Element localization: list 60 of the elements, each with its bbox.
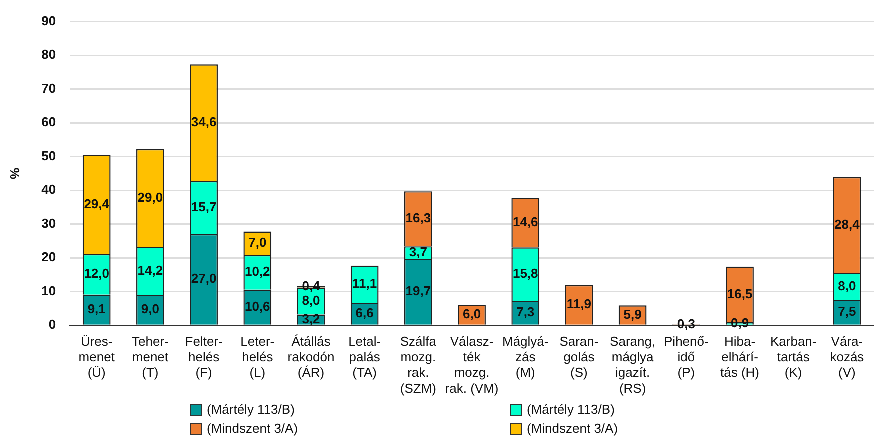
data-label: 11,1: [352, 276, 378, 292]
x-tick-label: Pihenő- idő (P): [664, 334, 709, 380]
data-label: 12,0: [84, 266, 110, 282]
x-tick-label: Karban- tartás (K): [770, 334, 817, 380]
data-label: 10,2: [244, 264, 270, 280]
data-label: 7,3: [516, 304, 535, 320]
data-label: 16,5: [727, 286, 753, 302]
y-tick-label: 90: [42, 13, 56, 28]
x-tick-label: Átállás rakodón (ÁR): [288, 334, 335, 380]
data-label: 7,5: [838, 304, 856, 320]
data-label: 15,7: [191, 200, 217, 215]
data-label: 28,4: [834, 216, 861, 232]
x-tick-label: Leter- helés (L): [240, 334, 275, 380]
x-tick-label: Saran- golás (S): [560, 334, 599, 380]
data-label: 0,9: [730, 315, 750, 330]
x-tick-label: Teher- menet (T): [132, 334, 169, 380]
y-tick-label: 0: [48, 317, 56, 332]
data-label: 15,8: [512, 266, 538, 281]
y-tick-label: 80: [42, 47, 56, 62]
x-tick-label: Máglyá- zás (M): [502, 334, 549, 380]
legend-label: (Mindszent 3/A): [527, 421, 618, 436]
y-tick-label: 70: [42, 80, 56, 96]
x-tick-label: Szálfa mozg. rak. (SZM): [400, 334, 438, 396]
legend-label: (Mártély 113/B): [527, 402, 615, 417]
data-label: 14,6: [512, 214, 538, 230]
data-label: 9,0: [141, 302, 160, 317]
data-label: 34,6: [191, 114, 217, 130]
data-label: 16,3: [406, 210, 432, 226]
data-label: 3,2: [302, 311, 320, 326]
x-tick-label: Letal- palás (TA): [348, 334, 382, 380]
y-tick-label: 30: [42, 216, 56, 231]
data-label: 29,4: [84, 196, 110, 212]
x-tick-label: Vára- kozás (V): [830, 334, 865, 380]
data-label: 9,1: [88, 301, 106, 316]
y-tick-label: 40: [42, 182, 56, 198]
data-label: 11,9: [566, 296, 592, 312]
y-axis-title: %: [7, 167, 22, 180]
data-label: 29,0: [138, 190, 164, 205]
x-tick-label: Sarang, máglya igazít. (RS): [610, 334, 656, 396]
data-label: 6,0: [462, 306, 482, 322]
data-label: 7,0: [248, 235, 267, 250]
data-label: 8,0: [302, 292, 320, 308]
data-label: 5,9: [624, 306, 642, 322]
y-tick-label: 20: [42, 250, 56, 265]
legend-label: (Mártély 113/B): [207, 402, 295, 417]
data-label: 27,0: [191, 271, 217, 286]
data-label: 3,7: [409, 244, 428, 260]
data-label: 8,0: [838, 278, 856, 294]
x-tick-label: Hiba- elhárí- tás (H): [720, 334, 760, 380]
data-label: 10,6: [244, 298, 270, 314]
y-tick-label: 60: [42, 114, 56, 130]
x-tick-label: Válasz- ték mozg. rak. (VM): [445, 334, 499, 396]
x-tick-label: Felter- helés (F): [185, 334, 223, 380]
legend-label: (Mindszent 3/A): [207, 421, 298, 436]
x-tick-label: Üres- menet (Ü): [78, 334, 116, 380]
data-label: 19,7: [406, 284, 432, 299]
data-label: 14,2: [138, 262, 164, 278]
y-tick-label: 10: [42, 283, 56, 298]
y-tick-label: 50: [42, 148, 56, 164]
data-label: 6,6: [356, 306, 374, 321]
